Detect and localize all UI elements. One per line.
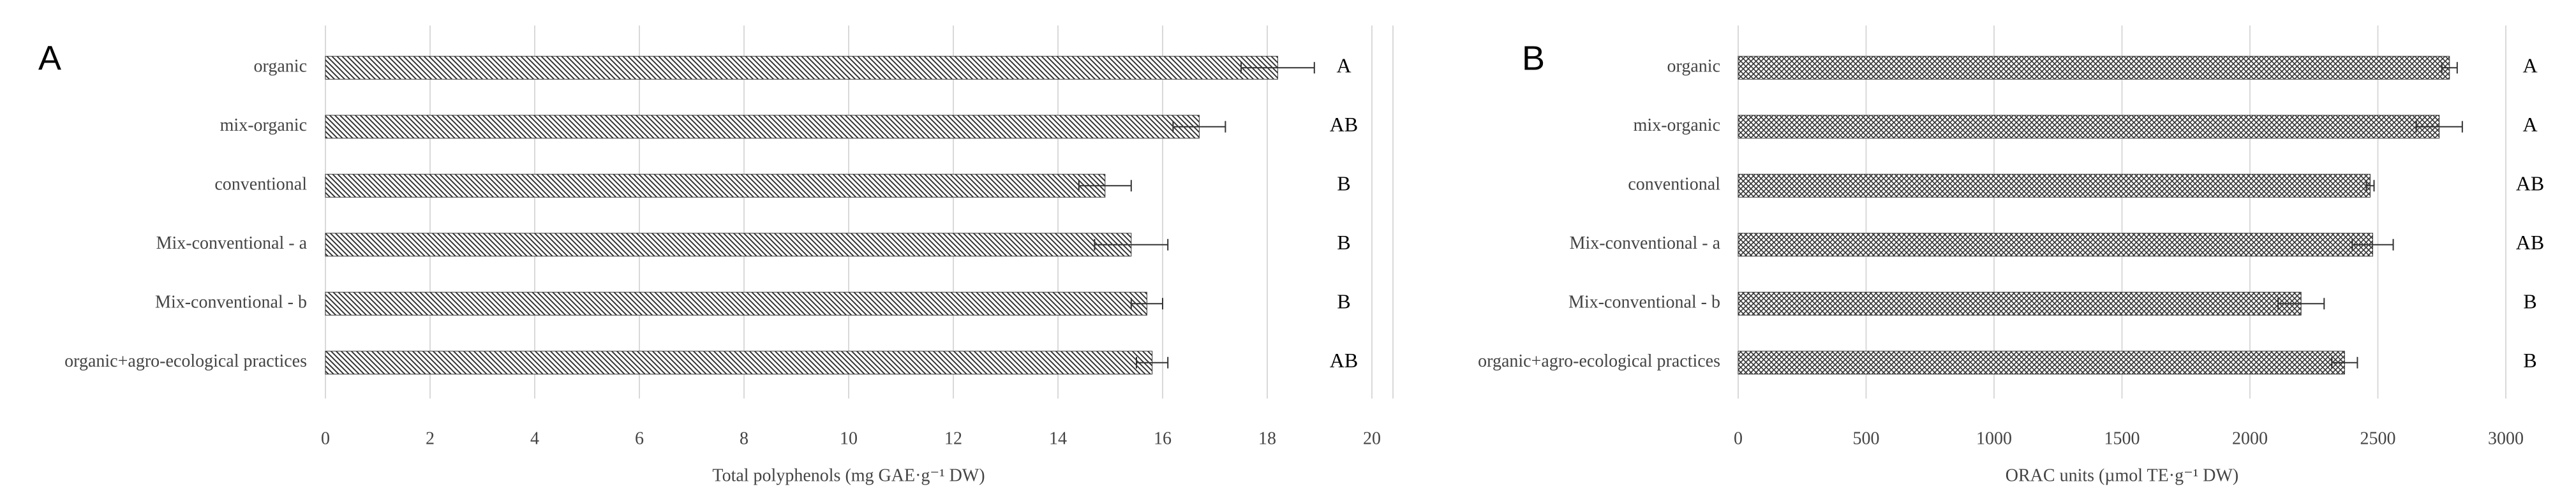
error-bar <box>1136 356 1169 369</box>
x-axis-title: Total polyphenols (mg GAE·g⁻¹ DW) <box>712 465 985 485</box>
significance-letter: AB <box>1330 349 1358 372</box>
category-label: organic+agro-ecological practices <box>64 351 307 371</box>
error-bar <box>1130 298 1163 310</box>
x-tick-label: 2500 <box>2360 428 2396 448</box>
category-label: mix-organic <box>220 115 307 135</box>
x-tick-label: 6 <box>635 428 644 448</box>
bar <box>325 55 1278 80</box>
category-label: conventional <box>214 175 307 194</box>
significance-letter: AB <box>2516 231 2544 254</box>
error-bar <box>2441 62 2458 74</box>
x-tick-label: 1000 <box>1976 428 2012 448</box>
x-tick-label: 1500 <box>2104 428 2140 448</box>
category-label: mix-organic <box>1634 115 1720 135</box>
x-tick-label: 500 <box>1853 428 1880 448</box>
significance-letter: AB <box>1330 113 1358 136</box>
error-bar <box>2277 298 2325 310</box>
bar <box>325 115 1200 139</box>
category-label: Mix-conventional - b <box>1568 293 1720 312</box>
x-tick-label: 0 <box>321 428 330 448</box>
error-bar <box>1240 62 1315 74</box>
significance-letter: B <box>1337 231 1350 254</box>
category-label: conventional <box>1628 175 1720 194</box>
bar <box>1738 351 2345 375</box>
category-label: organic <box>1667 57 1720 77</box>
error-bar <box>2351 238 2394 251</box>
significance-letter: A <box>1336 54 1351 77</box>
panel-label: A <box>38 39 61 77</box>
x-tick-label: 10 <box>840 428 858 448</box>
error-bar <box>1094 238 1169 251</box>
x-tick-label: 0 <box>1734 428 1743 448</box>
error-bar <box>2331 356 2358 369</box>
bar <box>325 173 1106 198</box>
error-bar <box>2415 121 2463 133</box>
significance-letter: A <box>2522 113 2537 136</box>
x-tick-label: 4 <box>530 428 539 448</box>
bar <box>1738 115 2440 139</box>
bar <box>1738 291 2302 316</box>
x-tick-label: 8 <box>740 428 748 448</box>
bar <box>325 233 1132 257</box>
error-bar <box>1078 180 1132 192</box>
x-tick-label: 20 <box>1363 428 1381 448</box>
category-label: organic+agro-ecological practices <box>1478 351 1720 371</box>
x-tick-label: 14 <box>1049 428 1067 448</box>
error-bar <box>2365 180 2375 192</box>
x-tick-label: 2 <box>426 428 435 448</box>
significance-letter: AB <box>2516 172 2544 195</box>
bar <box>325 291 1147 316</box>
x-axis-title: ORAC units (µmol TE·g⁻¹ DW) <box>2006 465 2238 485</box>
x-tick-label: 3000 <box>2488 428 2524 448</box>
bar <box>1738 233 2373 257</box>
x-tick-label: 2000 <box>2232 428 2268 448</box>
x-tick-label: 12 <box>944 428 962 448</box>
bar <box>1738 173 2371 198</box>
bar <box>1738 55 2450 80</box>
significance-letter: B <box>2523 290 2536 313</box>
significance-letter: B <box>2523 349 2536 372</box>
bar <box>325 351 1153 375</box>
category-label: organic <box>254 57 307 77</box>
category-label: Mix-conventional - b <box>155 293 307 312</box>
significance-letter: A <box>2522 54 2537 77</box>
error-bar <box>1172 121 1226 133</box>
category-label: Mix-conventional - a <box>156 233 308 253</box>
significance-letter: B <box>1337 290 1350 313</box>
x-tick-label: 16 <box>1154 428 1172 448</box>
x-tick-label: 18 <box>1258 428 1276 448</box>
panel-label: B <box>1522 39 1545 77</box>
significance-letter: B <box>1337 172 1350 195</box>
category-label: Mix-conventional - a <box>1570 233 1721 253</box>
